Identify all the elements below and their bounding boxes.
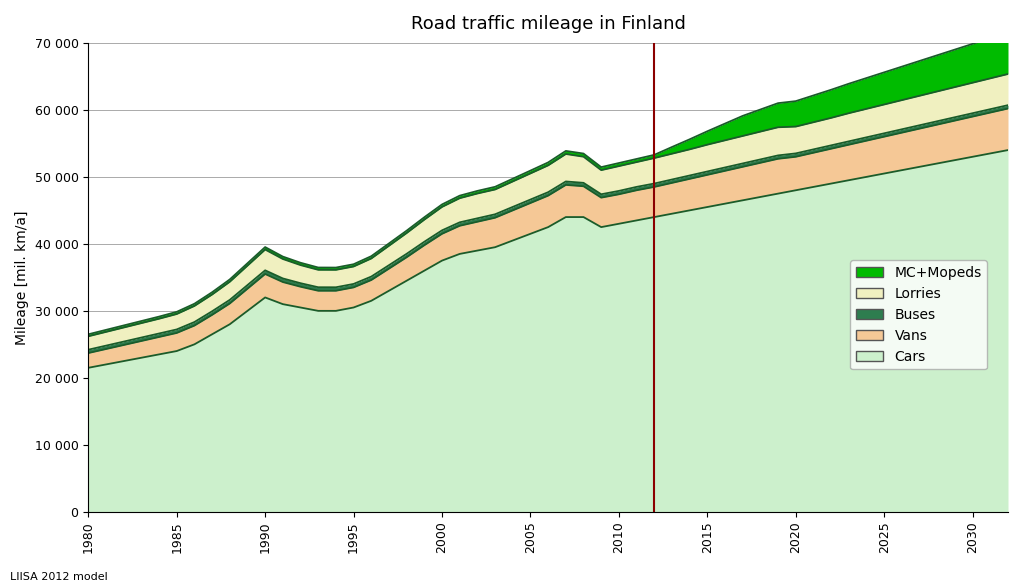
Y-axis label: Mileage [mil. km/a]: Mileage [mil. km/a] xyxy=(15,210,29,345)
Text: LIISA 2012 model: LIISA 2012 model xyxy=(10,572,108,582)
Title: Road traffic mileage in Finland: Road traffic mileage in Finland xyxy=(410,15,685,33)
Legend: MC+Mopeds, Lorries, Buses, Vans, Cars: MC+Mopeds, Lorries, Buses, Vans, Cars xyxy=(850,260,987,369)
